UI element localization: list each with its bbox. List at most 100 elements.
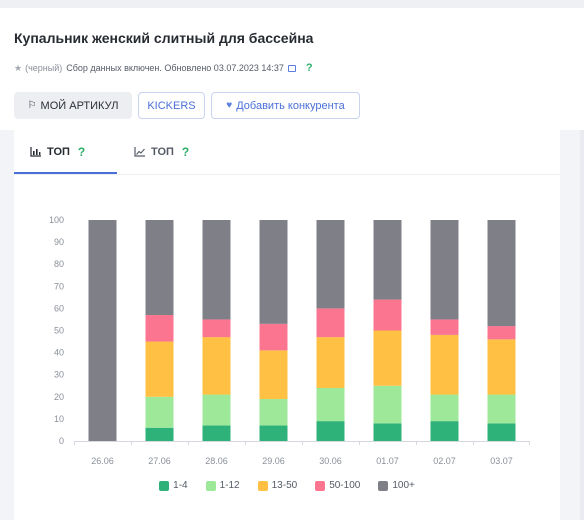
bar-segment-13-50[interactable]: [145, 341, 174, 397]
copy-icon[interactable]: [287, 64, 296, 72]
line-chart-icon: [134, 147, 145, 157]
bar-segment-1-12[interactable]: [202, 394, 231, 426]
bar-segment-100+[interactable]: [487, 220, 516, 327]
active-tab-indicator: [14, 172, 117, 174]
bar-segment-50-100[interactable]: [487, 326, 516, 340]
x-tick-label: 01.07: [376, 456, 399, 466]
status-text: Сбор данных включен. Обновлено 03.07.202…: [66, 63, 284, 73]
x-tick-label: 28.06: [205, 456, 228, 466]
y-tick-label: 0: [59, 436, 64, 446]
legend-item[interactable]: 1-12: [205, 480, 240, 491]
bar-segment-13-50[interactable]: [430, 334, 459, 395]
y-tick-label: 90: [54, 237, 64, 247]
y-tick-label: 30: [54, 370, 64, 380]
y-tick-label: 80: [54, 259, 64, 269]
bar-segment-1-4[interactable]: [487, 423, 516, 441]
legend-label: 50-100: [329, 480, 361, 491]
x-tick-label: 29.06: [262, 456, 285, 466]
bar-segment-50-100[interactable]: [430, 319, 459, 335]
x-tick-label: 02.07: [433, 456, 456, 466]
bar-segment-1-4[interactable]: [430, 421, 459, 441]
y-tick-label: 50: [54, 326, 64, 336]
bar-segment-1-4[interactable]: [145, 427, 174, 441]
brand-button[interactable]: KICKERS: [138, 92, 205, 119]
product-title: Купальник женский слитный для бассейна: [14, 30, 314, 46]
legend-label: 13-50: [271, 480, 298, 491]
color-note: (черный): [25, 63, 63, 73]
star-icon[interactable]: ★: [14, 62, 23, 73]
bar-segment-1-12[interactable]: [487, 394, 516, 424]
x-tick-label: 27.06: [148, 456, 171, 466]
bar-segment-1-12[interactable]: [145, 396, 174, 428]
legend-swatch: [378, 480, 389, 491]
y-tick-label: 40: [54, 348, 64, 358]
legend-item[interactable]: 100+: [378, 480, 415, 491]
bar-segment-50-100[interactable]: [202, 319, 231, 338]
tab-divider: [14, 174, 560, 175]
chart-legend: 1-4 1-12 13-50 50-100 100+: [14, 480, 560, 491]
bar-segment-100+[interactable]: [259, 220, 288, 324]
legend-label: 100+: [392, 480, 415, 491]
bar-chart-icon: [30, 147, 41, 157]
bar-segment-1-4[interactable]: [202, 425, 231, 441]
tab-top-line[interactable]: ТОП ?: [134, 130, 189, 174]
x-tick-label: 03.07: [490, 456, 513, 466]
legend-swatch: [257, 480, 268, 491]
add-competitor-button[interactable]: ♥ Добавить конкурента: [211, 92, 360, 119]
bar-segment-100+[interactable]: [145, 220, 174, 316]
heart-icon: ♥: [226, 100, 233, 111]
bar-segment-13-50[interactable]: [373, 330, 402, 386]
bar-segment-1-4[interactable]: [373, 423, 402, 441]
legend-item[interactable]: 1-4: [159, 480, 188, 491]
brand-label: KICKERS: [147, 99, 196, 112]
tab-label: ТОП: [151, 146, 174, 158]
bar-segment-100+[interactable]: [430, 220, 459, 320]
bar-segment-50-100[interactable]: [145, 315, 174, 342]
bar-segment-1-12[interactable]: [259, 399, 288, 426]
y-tick-label: 60: [54, 303, 64, 313]
bar-segment-1-4[interactable]: [316, 421, 345, 441]
chart-card: ТОП ? ТОП ? 0 10 20 30 40 50 60 70 80 90 100 26.06 2…: [14, 130, 560, 520]
bar-segment-50-100[interactable]: [316, 308, 345, 338]
bar-segment-13-50[interactable]: [316, 337, 345, 388]
legend-swatch: [315, 480, 326, 491]
y-tick-label: 10: [54, 414, 64, 424]
bar-segment-1-12[interactable]: [316, 387, 345, 422]
bar-segment-50-100[interactable]: [373, 299, 402, 331]
bar-segment-13-50[interactable]: [487, 339, 516, 395]
my-article-button[interactable]: ⚐ МОЙ АРТИКУЛ: [14, 92, 132, 119]
tab-top-bar[interactable]: ТОП ?: [30, 130, 85, 174]
help-icon[interactable]: ?: [305, 62, 313, 74]
product-header: Купальник женский слитный для бассейна ★…: [0, 8, 584, 130]
y-tick-label: 20: [54, 392, 64, 402]
x-tick-label: 30.06: [319, 456, 342, 466]
y-tick-label: 100: [49, 215, 64, 225]
bar-segment-13-50[interactable]: [202, 337, 231, 395]
help-icon[interactable]: ?: [181, 145, 190, 159]
bar-segment-1-4[interactable]: [259, 425, 288, 441]
legend-item[interactable]: 13-50: [257, 480, 298, 491]
x-tick-label: 26.06: [91, 456, 114, 466]
add-competitor-label: Добавить конкурента: [236, 99, 345, 112]
stacked-bar-chart: 0 10 20 30 40 50 60 70 80 90 100 26.06 27.06 28.06 29.…: [49, 215, 530, 466]
bar-segment-1-12[interactable]: [430, 394, 459, 422]
legend-swatch: [205, 480, 216, 491]
bar-segment-100+[interactable]: [202, 220, 231, 320]
right-strip: [580, 130, 584, 520]
bar-segment-100+[interactable]: [316, 220, 345, 309]
help-icon[interactable]: ?: [77, 145, 86, 159]
tab-label: ТОП: [47, 146, 70, 158]
legend-item[interactable]: 50-100: [315, 480, 360, 491]
bar-segment-1-12[interactable]: [373, 385, 402, 424]
top-strip: [0, 0, 584, 8]
my-article-label: МОЙ АРТИКУЛ: [40, 99, 119, 112]
y-tick-label: 70: [54, 281, 64, 291]
legend-label: 1-4: [173, 480, 188, 491]
bar-segment-13-50[interactable]: [259, 350, 288, 400]
bar-segment-100+[interactable]: [88, 220, 117, 441]
bar-segment-50-100[interactable]: [259, 323, 288, 351]
legend-swatch: [159, 480, 170, 491]
bar-segment-100+[interactable]: [373, 220, 402, 300]
product-meta: ★ (черный) Сбор данных включен. Обновлен…: [14, 62, 313, 74]
legend-label: 1-12: [219, 480, 240, 491]
